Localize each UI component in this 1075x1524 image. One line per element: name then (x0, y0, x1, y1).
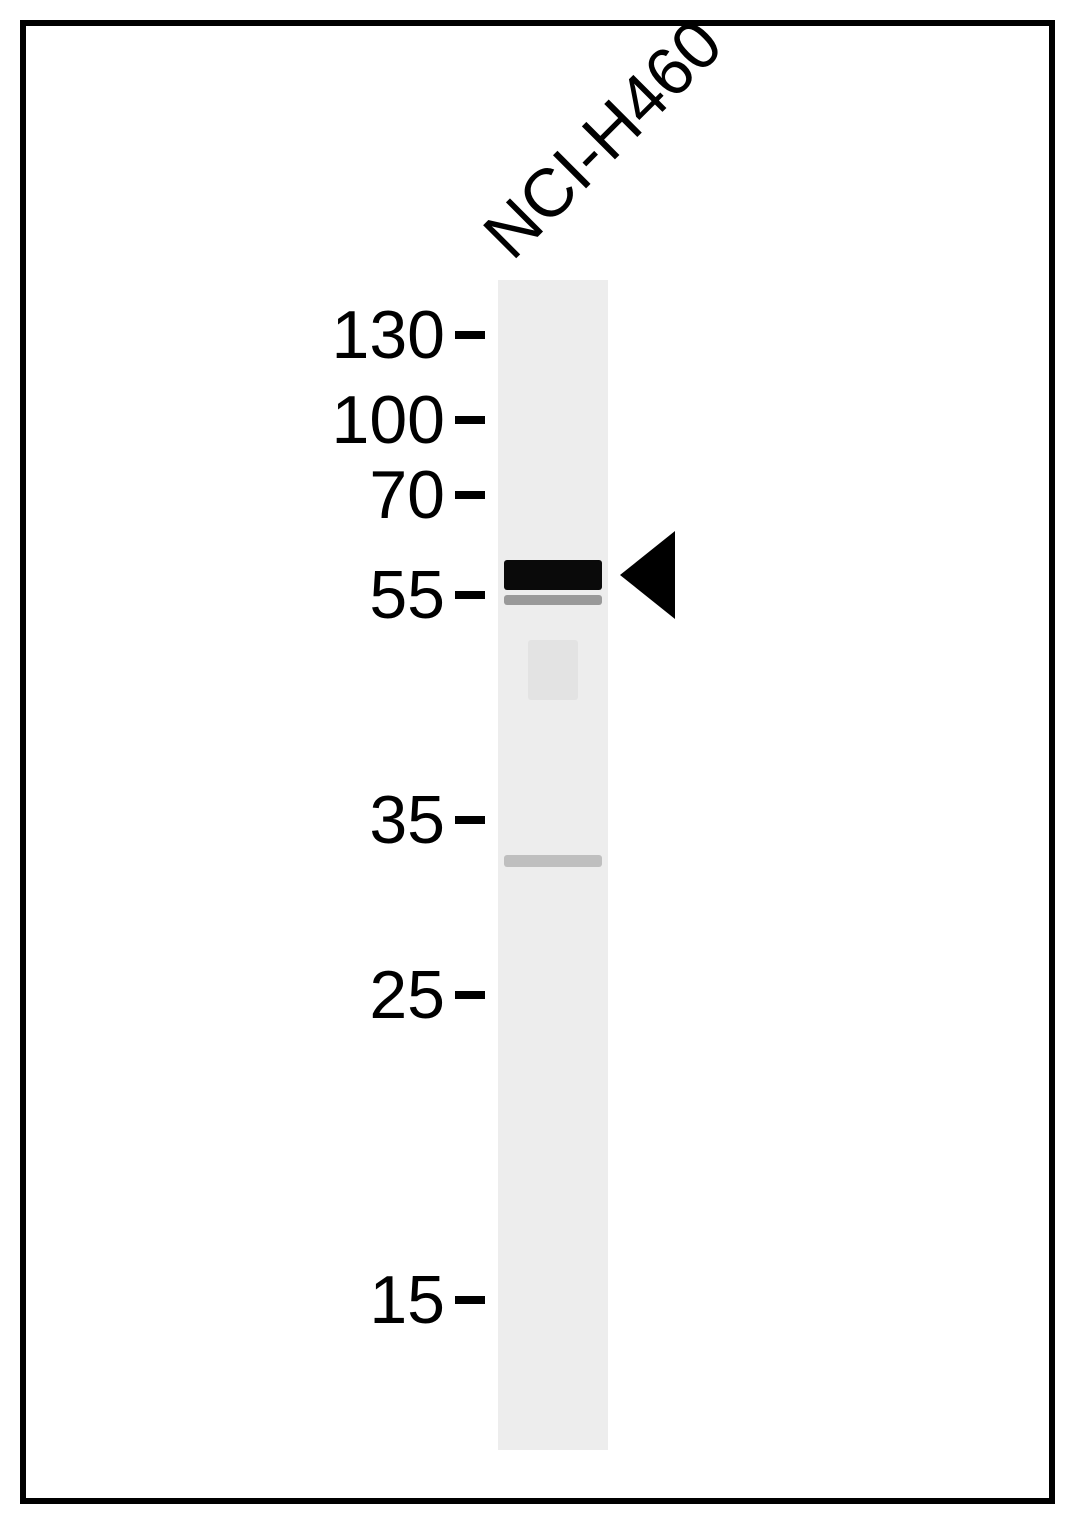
marker-label-25: 25 (369, 961, 445, 1029)
marker-label-130: 130 (332, 301, 445, 369)
marker-label-15: 15 (369, 1266, 445, 1334)
band-2 (528, 640, 578, 700)
marker-tick-130 (455, 331, 485, 339)
marker-label-55: 55 (369, 561, 445, 629)
marker-tick-35 (455, 816, 485, 824)
band-0 (504, 560, 602, 590)
marker-label-70: 70 (369, 461, 445, 529)
marker-tick-55 (455, 591, 485, 599)
marker-tick-15 (455, 1296, 485, 1304)
marker-label-100: 100 (332, 386, 445, 454)
band-arrow-icon (620, 531, 675, 619)
band-1 (504, 595, 602, 605)
marker-tick-100 (455, 416, 485, 424)
marker-tick-70 (455, 491, 485, 499)
marker-label-35: 35 (369, 786, 445, 854)
marker-tick-25 (455, 991, 485, 999)
band-3 (504, 855, 602, 867)
